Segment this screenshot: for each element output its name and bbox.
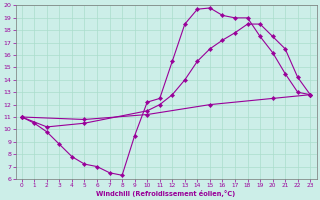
X-axis label: Windchill (Refroidissement éolien,°C): Windchill (Refroidissement éolien,°C) (96, 190, 236, 197)
